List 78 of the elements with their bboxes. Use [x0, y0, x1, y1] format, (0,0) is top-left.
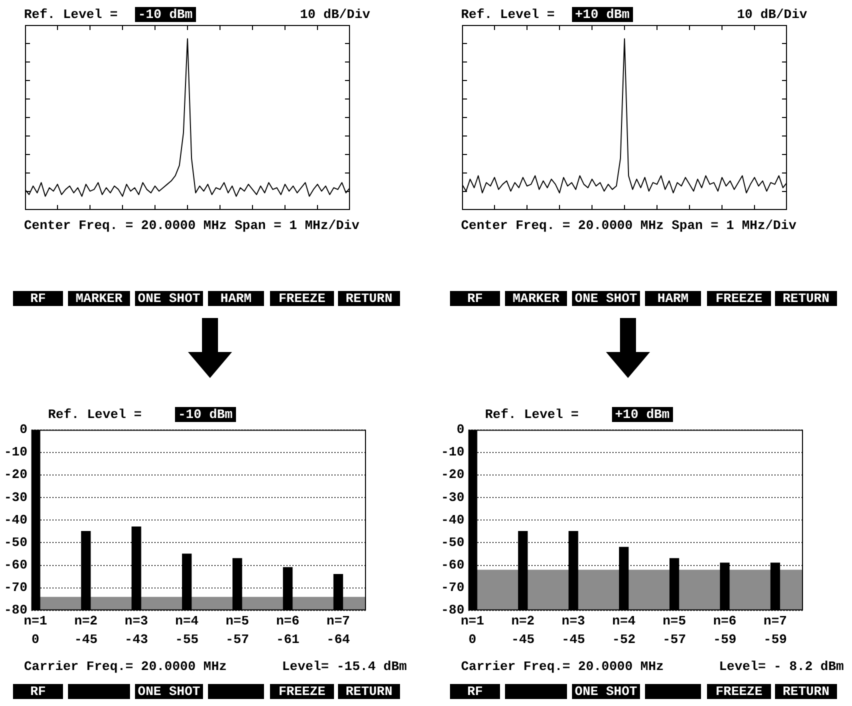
text: RF — [13, 684, 63, 699]
text: 10 dB/Div — [737, 7, 808, 22]
text: Carrier Freq.= 20.0000 MHz — [24, 659, 227, 674]
text: FREEZE — [270, 291, 334, 306]
data-label: -57 — [662, 632, 686, 647]
y-tick-label: -20 — [4, 467, 28, 482]
text: +10 dBm — [612, 407, 673, 422]
x-tick-label: n=3 — [124, 613, 148, 628]
text: RETURN — [338, 684, 400, 699]
text: +10 dBm — [572, 7, 633, 22]
x-tick-label: n=2 — [74, 613, 98, 628]
y-tick-label: -40 — [441, 512, 465, 528]
y-tick-label: -70 — [4, 580, 28, 596]
text: HARM — [208, 291, 264, 306]
text: -10 dBm — [135, 7, 196, 22]
data-label: -59 — [764, 632, 788, 647]
text: Center Freq. = 20.0000 MHz Span = 1 MHz/Div — [461, 218, 796, 233]
y-tick-label: -60 — [4, 558, 28, 573]
text: RF — [13, 291, 63, 306]
text: FREEZE — [270, 684, 334, 699]
y-tick-label: -50 — [441, 534, 465, 550]
text: Level= - 8.2 dBm — [719, 659, 844, 674]
text: Center Freq. = 20.0000 MHz Span = 1 MHz/Div — [24, 218, 360, 233]
text: Ref. Level = — [461, 7, 555, 22]
data-label: -52 — [612, 632, 636, 647]
text: Ref. Level = — [24, 7, 118, 22]
x-tick-label: n=2 — [511, 613, 535, 628]
text: RETURN — [775, 291, 837, 306]
data-label: -57 — [226, 632, 250, 647]
text: RF — [450, 684, 500, 699]
text: FREEZE — [707, 291, 771, 306]
y-tick-label: -70 — [441, 580, 465, 596]
text: ONE SHOT — [135, 291, 203, 306]
x-tick-label: n=3 — [562, 613, 586, 628]
y-tick-label: 0 — [20, 422, 28, 438]
data-label: -61 — [276, 632, 300, 647]
text: 10 dB/Div — [300, 7, 370, 22]
text: Ref. Level = — [485, 407, 579, 422]
text: HARM — [645, 291, 701, 306]
x-tick-label: n=7 — [326, 613, 350, 628]
y-tick-label: -60 — [441, 558, 465, 573]
y-tick-label: 0 — [456, 422, 465, 438]
y-tick-label: -50 — [4, 534, 28, 550]
data-label: -43 — [124, 632, 148, 647]
x-tick-label: n=6 — [276, 613, 300, 628]
y-tick-label: -20 — [441, 467, 465, 482]
text: RETURN — [775, 684, 837, 699]
data-label: -45 — [562, 632, 586, 647]
text: Carrier Freq.= 20.0000 MHz — [461, 659, 664, 674]
data-label: -45 — [511, 632, 535, 647]
x-tick-label: n=4 — [612, 613, 636, 628]
text: MARKER — [505, 291, 567, 306]
x-tick-label: n=5 — [662, 613, 686, 628]
x-tick-label: n=5 — [226, 613, 250, 628]
y-tick-label: -10 — [4, 444, 28, 460]
x-tick-label: n=6 — [713, 613, 737, 628]
text: ONE SHOT — [135, 684, 203, 699]
x-tick-label: n=7 — [764, 613, 787, 628]
y-tick-label: -30 — [441, 490, 465, 505]
data-label: -45 — [74, 632, 98, 647]
text: -10 dBm — [175, 407, 236, 422]
text: ONE SHOT — [572, 684, 640, 699]
data-label: -55 — [175, 632, 199, 647]
data-label: -64 — [326, 632, 350, 647]
data-label: 0 — [468, 632, 477, 647]
y-tick-label: -30 — [4, 490, 28, 505]
text: FREEZE — [707, 684, 771, 699]
y-tick-label: -10 — [441, 444, 465, 460]
text: MARKER — [68, 291, 130, 306]
text: RETURN — [338, 291, 400, 306]
data-label: -59 — [713, 632, 737, 647]
text: RF — [450, 291, 500, 306]
text: Level= -15.4 dBm — [282, 659, 407, 674]
data-label: 0 — [32, 632, 40, 647]
text: Ref. Level = — [48, 407, 142, 422]
x-tick-label: n=4 — [175, 613, 199, 628]
y-tick-label: -40 — [4, 512, 28, 528]
text: ONE SHOT — [572, 291, 640, 306]
